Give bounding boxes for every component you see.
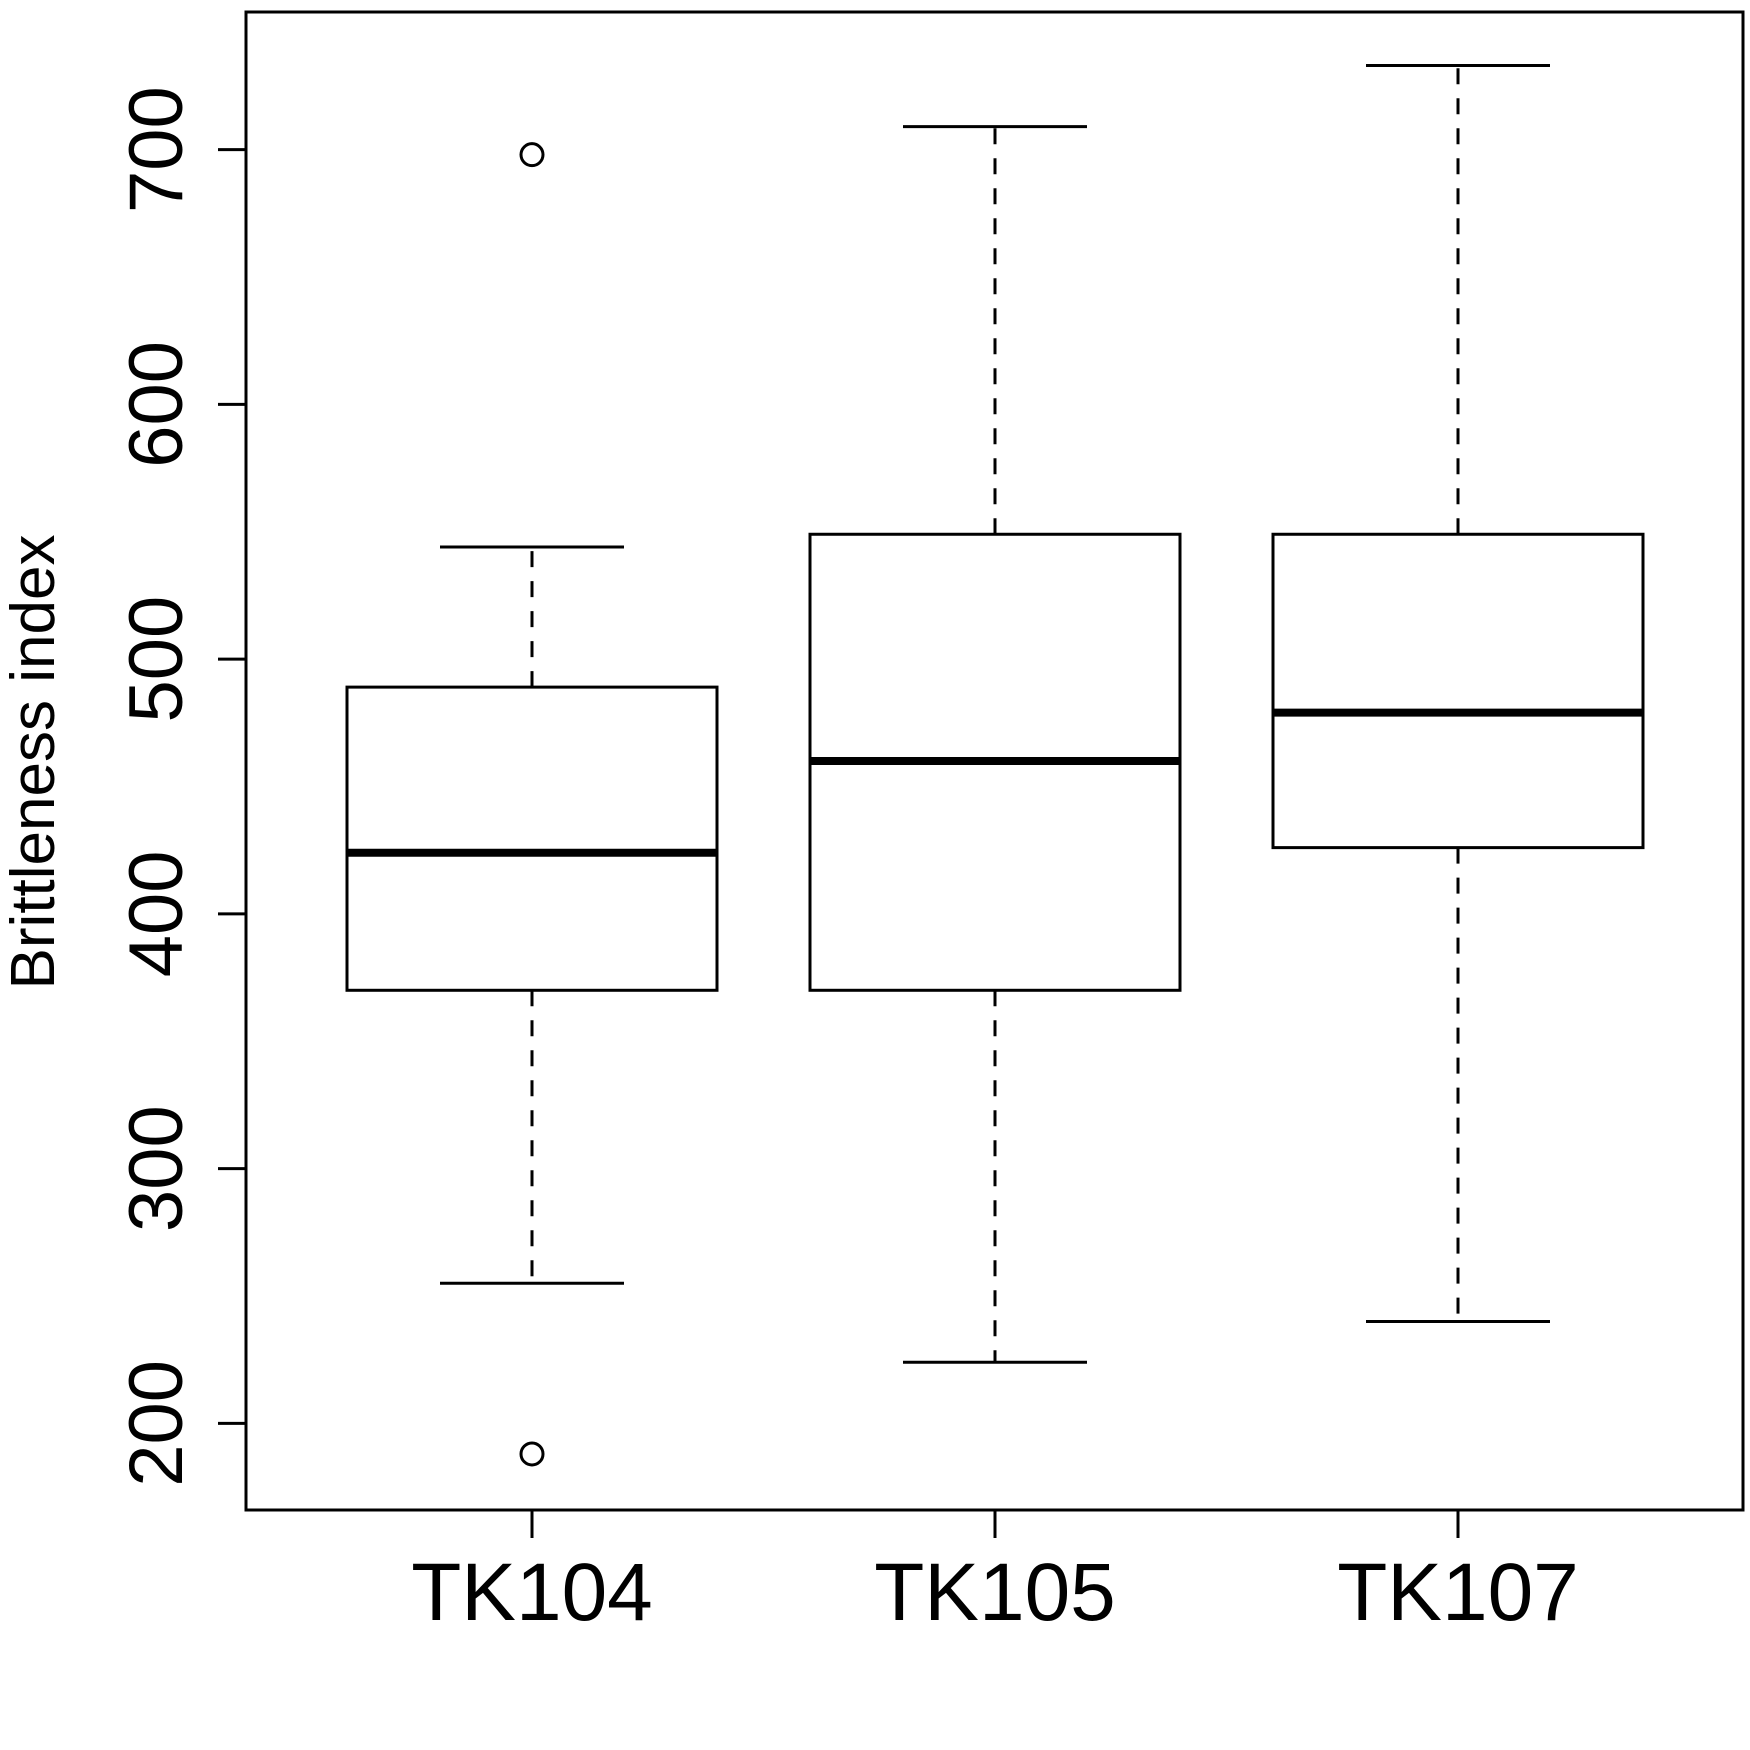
x-axis: TK104 TK105 TK107 [411,1510,1579,1638]
iqr-box [1271,532,1645,850]
y-axis: 200 300 400 500 600 700 [114,86,246,1487]
box-tk107 [1271,64,1645,1323]
x-tick-label: TK104 [411,1547,653,1638]
iqr-box [345,685,719,992]
box-tk105 [808,125,1182,1364]
y-tick-label: 500 [114,596,199,723]
y-tick-label: 400 [114,850,199,977]
box-series [345,64,1645,1467]
y-tick-label: 200 [114,1360,199,1487]
x-tick-label: TK107 [1337,1547,1579,1638]
y-tick-label: 600 [114,341,199,468]
y-axis-title: Brittleness index [0,535,68,990]
y-tick-label: 300 [114,1105,199,1232]
x-tick-label: TK105 [874,1547,1116,1638]
y-tick-label: 700 [114,86,199,213]
outlier-point [519,142,545,168]
box-tk104 [345,142,719,1467]
outlier-point [519,1441,545,1467]
